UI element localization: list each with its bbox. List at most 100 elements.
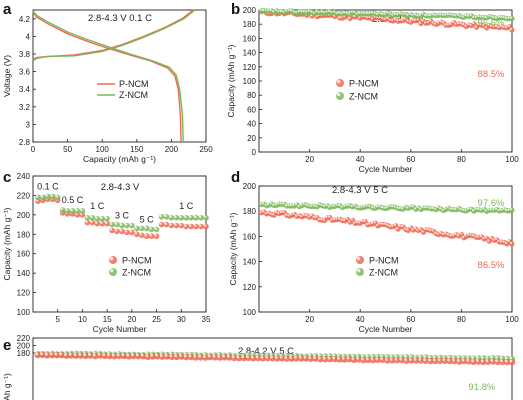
data-point-highlight xyxy=(169,215,172,219)
data-point xyxy=(144,353,152,361)
data-point-highlight xyxy=(126,353,130,357)
data-point xyxy=(509,15,515,22)
data-point-highlight xyxy=(129,223,133,226)
data-point-highlight xyxy=(413,207,417,210)
panel-letter: c xyxy=(3,169,11,186)
data-point-highlight xyxy=(269,8,272,12)
data-point-highlight xyxy=(44,352,48,356)
data-point-highlight xyxy=(375,12,379,15)
data-point-highlight xyxy=(310,213,313,217)
data-point-highlight xyxy=(292,10,295,13)
data-point xyxy=(74,208,81,214)
data-point-highlight xyxy=(337,217,341,220)
data-point-highlight xyxy=(499,24,503,28)
y-tick-label: 140 xyxy=(17,269,31,278)
data-point-highlight xyxy=(466,14,470,17)
data-point-highlight xyxy=(504,356,508,360)
rate-label: 1 C xyxy=(90,201,105,211)
data-point-highlight xyxy=(384,357,388,361)
data-point xyxy=(94,220,101,227)
data-point-highlight xyxy=(479,15,482,18)
data-point-highlight xyxy=(464,208,467,212)
data-point-body xyxy=(173,214,180,221)
data-point xyxy=(138,232,145,239)
data-point-body xyxy=(109,221,115,228)
y-tick-label: 100 xyxy=(243,308,257,317)
data-point xyxy=(84,214,91,221)
y-tick-label: 200 xyxy=(17,211,31,220)
data-point xyxy=(499,358,506,366)
data-point-body xyxy=(198,223,204,230)
y-tick-label: 200 xyxy=(243,182,257,191)
data-point-highlight xyxy=(304,10,308,13)
data-point-highlight xyxy=(477,22,480,26)
data-point-body xyxy=(84,214,91,221)
legend-label: P-NCM xyxy=(122,256,152,266)
data-point xyxy=(484,358,492,365)
data-point xyxy=(259,355,267,362)
x-tick-label: 100 xyxy=(96,145,110,154)
data-point-body xyxy=(178,222,185,229)
data-point xyxy=(451,357,458,365)
data-point xyxy=(198,214,204,221)
data-point xyxy=(183,214,190,221)
data-point-highlight xyxy=(507,16,510,19)
data-point-highlight xyxy=(134,226,138,229)
data-point-highlight xyxy=(198,354,201,358)
data-point xyxy=(35,194,41,201)
data-point xyxy=(288,355,295,362)
data-point xyxy=(350,356,358,364)
data-point-highlight xyxy=(466,22,470,26)
data-point xyxy=(49,193,56,200)
data-point-highlight xyxy=(40,352,43,356)
data-point-highlight xyxy=(179,215,182,219)
data-point-highlight xyxy=(490,355,494,359)
data-point-highlight xyxy=(449,207,452,210)
data-point-highlight xyxy=(289,213,293,216)
data-point-highlight xyxy=(169,223,172,226)
rate-label: 1 C xyxy=(179,201,194,211)
data-point-highlight xyxy=(408,12,412,15)
data-point-highlight xyxy=(489,208,493,211)
x-tick-label: 80 xyxy=(457,155,466,164)
data-point-highlight xyxy=(408,357,412,361)
data-point-highlight xyxy=(259,210,262,213)
data-point-highlight xyxy=(456,359,460,362)
data-point-highlight xyxy=(109,222,113,225)
data-point-highlight xyxy=(131,353,134,357)
data-point-highlight xyxy=(474,207,477,210)
data-point-highlight xyxy=(303,355,307,359)
data-point xyxy=(173,214,180,221)
data-point-highlight xyxy=(312,204,315,207)
data-point-highlight xyxy=(322,10,326,14)
data-point-highlight xyxy=(360,205,363,208)
data-point-highlight xyxy=(97,352,101,356)
data-point-body xyxy=(79,208,86,214)
data-point-highlight xyxy=(336,79,341,84)
y-tick-label: 40 xyxy=(247,120,256,129)
data-point-highlight xyxy=(109,228,113,231)
data-point-highlight xyxy=(411,18,414,21)
data-point-body xyxy=(183,223,190,230)
data-point-highlight xyxy=(441,208,444,211)
data-point xyxy=(148,226,155,233)
data-point-highlight xyxy=(509,27,513,31)
data-point xyxy=(188,223,194,230)
y-tick-label: 220 xyxy=(17,191,31,200)
data-point-highlight xyxy=(83,353,87,357)
data-point-highlight xyxy=(406,19,409,22)
data-point-highlight xyxy=(287,8,290,12)
y-tick-label: 220 xyxy=(17,334,31,343)
data-point-highlight xyxy=(436,205,439,209)
data-point-highlight xyxy=(401,207,404,210)
data-point-highlight xyxy=(134,232,138,235)
data-point-highlight xyxy=(403,205,406,208)
data-point-highlight xyxy=(406,13,409,16)
data-point-highlight xyxy=(394,357,398,361)
data-point-body xyxy=(509,27,515,33)
data-point-highlight xyxy=(461,208,465,211)
data-point-highlight xyxy=(154,227,157,230)
y-tick-label: 180 xyxy=(17,230,31,239)
data-point-highlight xyxy=(279,210,283,214)
x-tick-label: 10 xyxy=(78,315,87,324)
